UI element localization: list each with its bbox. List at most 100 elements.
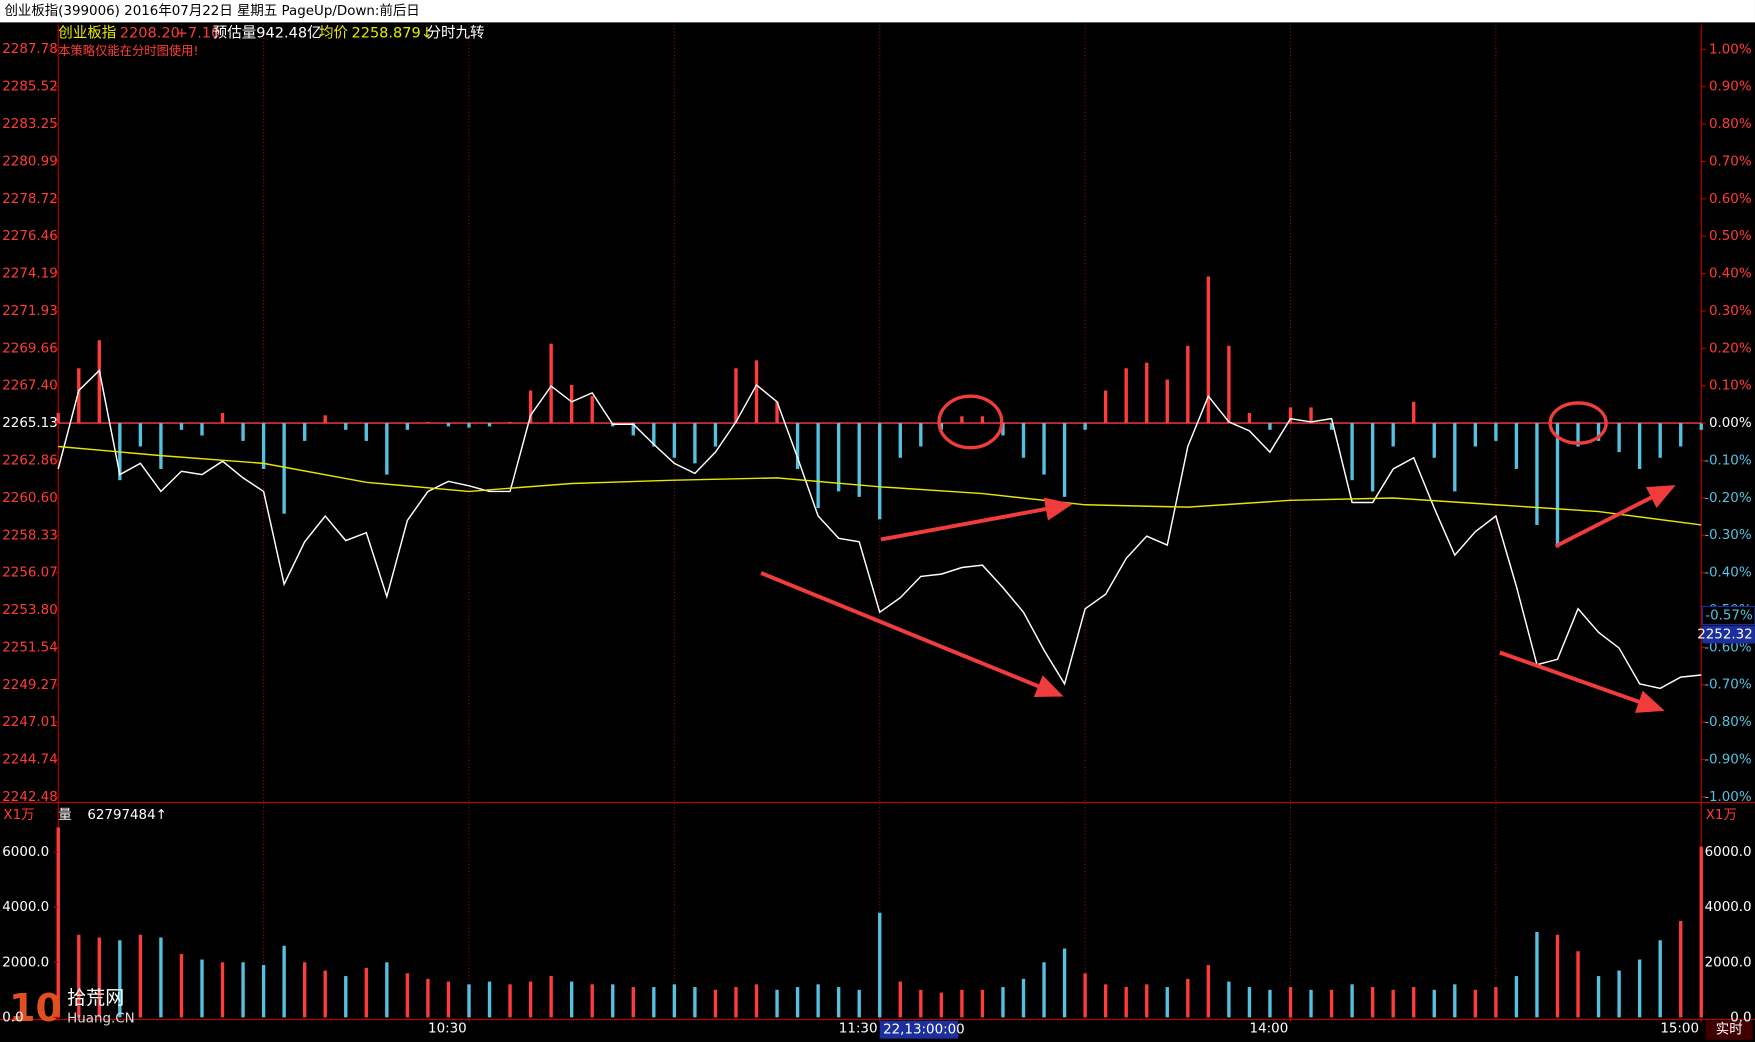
volume-bar xyxy=(795,987,800,1018)
y2-tick-label: -0.20% xyxy=(1704,491,1752,506)
volume-bar xyxy=(118,940,122,1018)
indicator-bar xyxy=(303,423,307,441)
watermark-logo: 10 xyxy=(9,986,62,1030)
y-tick-label: 2269.66 xyxy=(2,341,58,356)
indicator-bar xyxy=(1042,423,1046,475)
indicator-bar xyxy=(1391,423,1395,447)
indicator-bar xyxy=(1535,423,1539,525)
indicator-bar xyxy=(1165,379,1169,424)
volume-bar xyxy=(1145,984,1149,1018)
volume-bar xyxy=(857,989,861,1018)
indicator-bar xyxy=(1350,423,1354,481)
y2-tick-label: 0.50% xyxy=(1709,229,1752,244)
indicator-bar xyxy=(1555,423,1560,548)
indicator-bar xyxy=(323,415,327,424)
volume-unit-right: X1万 xyxy=(1706,808,1737,823)
volume-bar xyxy=(385,962,389,1018)
indicator-bar xyxy=(508,421,512,424)
indicator-bar xyxy=(652,423,656,447)
volume-bar xyxy=(693,987,697,1018)
indicator-bar xyxy=(1514,423,1519,469)
volume-bar xyxy=(508,984,512,1018)
y-tick-label: 2247.01 xyxy=(2,715,58,730)
avg-label: 均价 xyxy=(319,25,349,42)
arrow xyxy=(880,497,1073,542)
indicator-bar xyxy=(1473,423,1478,447)
volume-bar xyxy=(220,962,225,1018)
indicator-bar xyxy=(857,423,861,497)
highlight-circle xyxy=(1548,401,1608,445)
arrow xyxy=(1499,650,1665,713)
index-change: +7.10 xyxy=(176,26,221,42)
indicator-bar xyxy=(1699,423,1703,430)
indicator-bar xyxy=(1329,423,1334,430)
indicator-bar xyxy=(1227,345,1231,424)
window-title: 创业板指(399006) 2016年07月22日 星期五 PageUp/Down… xyxy=(5,2,420,19)
y-tick-label: 2249.27 xyxy=(2,678,58,693)
volume-bar xyxy=(241,962,245,1018)
plot xyxy=(56,24,1703,1018)
title-bar xyxy=(0,0,1755,23)
volume-tick-label-right: 6000.0 xyxy=(1705,845,1752,860)
volume-bar xyxy=(1412,987,1416,1018)
indicator-bar xyxy=(1370,423,1375,492)
volume-bar xyxy=(1350,984,1354,1018)
annotations xyxy=(760,394,1676,713)
highlight-circle xyxy=(937,394,1004,450)
indicator-bar xyxy=(569,384,574,424)
volume-estimate: 预估量942.48亿 xyxy=(213,25,322,42)
volume-bar xyxy=(77,934,81,1018)
volume-bar xyxy=(775,989,779,1018)
y2-tick-label: -0.70% xyxy=(1704,678,1752,693)
volume-bar xyxy=(200,959,204,1018)
volume-bar xyxy=(1637,959,1642,1018)
volume-bar xyxy=(1124,987,1128,1018)
cursor-price-box xyxy=(1702,625,1755,644)
volume-bar xyxy=(1391,989,1395,1018)
indicator-bar xyxy=(1309,407,1313,424)
indicator-bar xyxy=(77,368,81,424)
volume-label: 量 xyxy=(58,807,71,823)
y2-tick-label: 1.00% xyxy=(1709,42,1752,57)
volume-bar xyxy=(878,912,882,1018)
y-tick-label: 2274.19 xyxy=(2,267,58,282)
index-name: 创业板指 xyxy=(58,24,116,42)
y-tick-label: 2251.54 xyxy=(2,640,58,655)
volume-bar xyxy=(282,945,286,1018)
indicator-bar xyxy=(980,416,985,424)
indicator-bar xyxy=(754,360,759,424)
indicator-bar xyxy=(898,423,902,458)
volume-bar xyxy=(1617,970,1621,1018)
volume-bar xyxy=(1021,978,1026,1018)
y-tick-label: 2260.60 xyxy=(2,491,58,506)
x-tick-label: 14:00 xyxy=(1250,1022,1289,1037)
volume-bar xyxy=(1699,846,1703,1018)
watermark-name: 拾荒网 xyxy=(67,987,124,1009)
volume-bar xyxy=(1083,973,1087,1018)
cursor-time-box xyxy=(879,1020,959,1039)
volume-bar xyxy=(713,989,718,1018)
volume-bar xyxy=(138,934,143,1018)
volume-bar xyxy=(1227,981,1231,1018)
volume-bar xyxy=(528,981,533,1018)
volume-bar xyxy=(1596,976,1601,1018)
volume-bar xyxy=(919,989,923,1018)
volume-bar xyxy=(816,984,820,1018)
indicator-bar xyxy=(200,423,204,436)
volume-bar xyxy=(1432,989,1436,1018)
cursor-price: 2252.32 xyxy=(1697,628,1753,643)
indicator-bar xyxy=(1103,390,1108,424)
volume-bar xyxy=(426,978,430,1018)
volume-bar xyxy=(1288,987,1293,1018)
indicator-bar xyxy=(919,423,923,447)
indicator-bar xyxy=(1288,407,1293,424)
indicator-bar xyxy=(939,423,944,430)
indicator-bar xyxy=(385,423,389,475)
volume-bar xyxy=(1658,940,1662,1018)
volume-bar xyxy=(487,981,492,1018)
volume-bar xyxy=(1329,989,1334,1018)
indicator-bar xyxy=(590,396,594,424)
indicator-bar xyxy=(1679,423,1683,447)
